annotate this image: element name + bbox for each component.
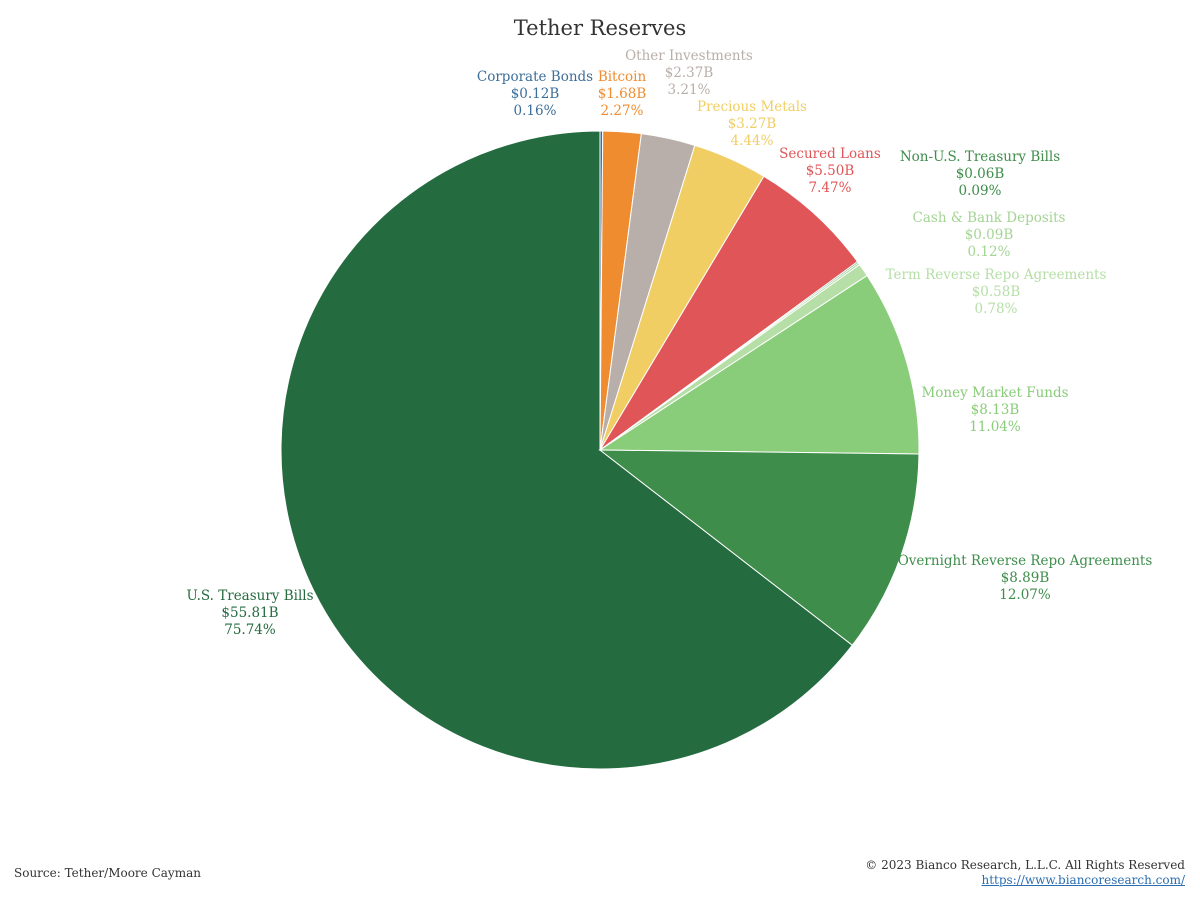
data-label-secured-loans: Secured Loans $5.50B 7.47% [779,146,881,196]
pie-slice-overnight-reverse-repo-agreements [598,449,920,646]
pie-slice-u-s-treasury-bills [280,130,854,770]
data-label-non-u-s-treasury-bills: Non-U.S. Treasury Bills $0.06B 0.09% [900,149,1060,199]
data-label-bitcoin: Bitcoin $1.68B 2.27% [598,69,647,119]
data-label-u-s-treasury-bills: U.S. Treasury Bills $55.81B 75.74% [186,588,313,638]
chart-title: Tether Reserves [513,16,687,40]
source-note: Source: Tether/Moore Cayman [14,866,201,880]
data-label-other-investments: Other Investments $2.37B 3.21% [625,48,753,98]
data-label-corporate-bonds: Corporate Bonds $0.12B 0.16% [477,69,593,119]
website-link[interactable]: https://www.biancoresearch.com/ [981,873,1185,887]
copyright-note: © 2023 Bianco Research, L.L.C. All Right… [865,858,1185,872]
data-label-term-reverse-repo-agreements: Term Reverse Repo Agreements $0.58B 0.78% [886,267,1107,317]
pie-slice-money-market-funds [598,274,920,455]
data-label-money-market-funds: Money Market Funds $8.13B 11.04% [921,385,1068,435]
data-label-cash-and-bank-deposits: Cash & Bank Deposits $0.09B 0.12% [913,210,1066,260]
pie-slice-secured-loans [599,175,859,451]
data-label-precious-metals: Precious Metals $3.27B 4.44% [697,99,807,149]
data-label-overnight-reverse-repo-agreements: Overnight Reverse Repo Agreements $8.89B 1… [898,553,1153,603]
